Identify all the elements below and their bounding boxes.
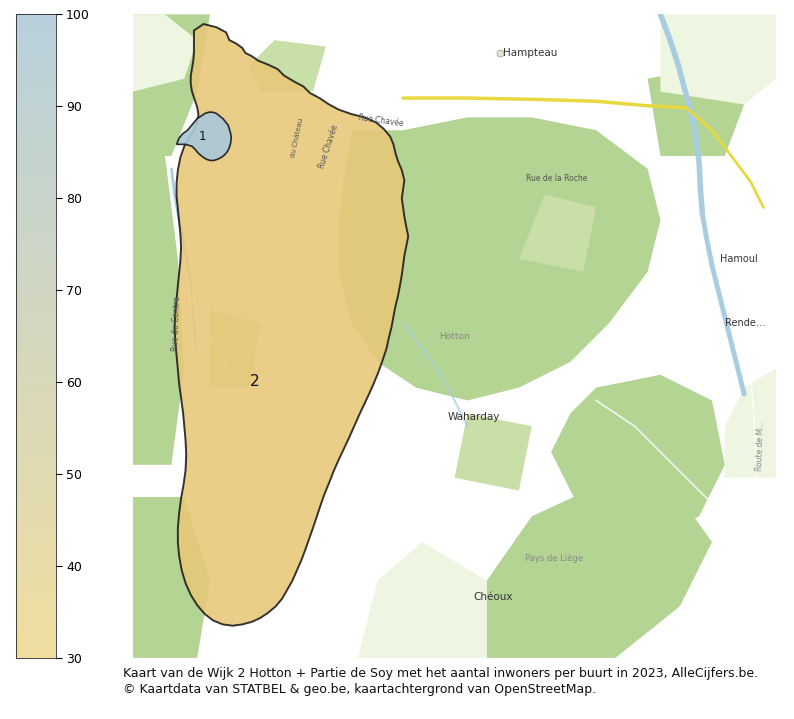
Polygon shape	[175, 24, 408, 626]
Polygon shape	[487, 477, 712, 658]
Text: Rue Chavée: Rue Chavée	[357, 113, 403, 128]
Text: © Kaartdata van STATBEL & geo.be, kaartachtergrond van OpenStreetMap.: © Kaartdata van STATBEL & geo.be, kaarta…	[123, 683, 596, 696]
Text: Waharday: Waharday	[448, 411, 500, 421]
Polygon shape	[133, 111, 184, 465]
Polygon shape	[210, 311, 261, 388]
Polygon shape	[133, 14, 197, 91]
Polygon shape	[648, 66, 744, 156]
Polygon shape	[454, 413, 532, 490]
Text: du Château: du Château	[290, 118, 304, 158]
Text: 1: 1	[198, 130, 206, 143]
Polygon shape	[661, 14, 777, 104]
Polygon shape	[133, 14, 210, 156]
Text: Kaart van de Wijk 2 Hotton + Partie de Soy met het aantal inwoners per buurt in : Kaart van de Wijk 2 Hotton + Partie de S…	[123, 667, 758, 680]
Text: Route de M…: Route de M…	[755, 420, 765, 471]
Polygon shape	[176, 112, 231, 160]
Polygon shape	[551, 375, 725, 542]
Text: Hotton: Hotton	[439, 331, 470, 341]
Text: Rue de la Roche: Rue de la Roche	[526, 174, 587, 183]
Polygon shape	[519, 195, 596, 272]
Polygon shape	[249, 40, 326, 91]
Polygon shape	[358, 542, 487, 658]
Polygon shape	[133, 497, 210, 658]
Text: Rue du Centre: Rue du Centre	[172, 296, 182, 351]
Text: Hampteau: Hampteau	[503, 48, 557, 58]
Polygon shape	[339, 117, 661, 400]
Text: Pays de Liège: Pays de Liège	[526, 554, 584, 563]
Text: Hamoul: Hamoul	[719, 254, 757, 264]
Text: Chéoux: Chéoux	[473, 592, 513, 602]
Text: 2: 2	[250, 374, 260, 389]
Text: Rue Chavée: Rue Chavée	[318, 123, 341, 170]
Text: Rende…: Rende…	[725, 319, 765, 329]
Polygon shape	[725, 368, 777, 477]
